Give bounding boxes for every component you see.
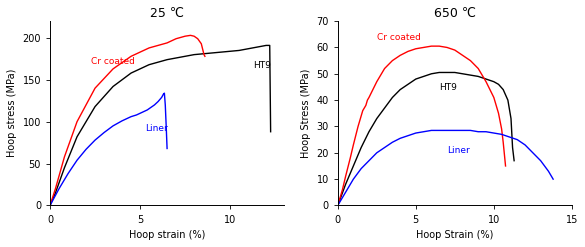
X-axis label: Hoop strain (%): Hoop strain (%) — [129, 230, 205, 240]
Title: 650 ℃: 650 ℃ — [434, 7, 476, 20]
Text: Liner: Liner — [146, 124, 168, 133]
Title: 25 ℃: 25 ℃ — [150, 7, 184, 20]
Y-axis label: Hoop stress (MPa): Hoop stress (MPa) — [7, 69, 17, 158]
Text: Cr coated: Cr coated — [91, 57, 135, 66]
X-axis label: Hoop Strain (%): Hoop Strain (%) — [416, 230, 494, 240]
Text: HT9: HT9 — [253, 61, 271, 70]
Y-axis label: Hoop Stress (MPa): Hoop Stress (MPa) — [301, 69, 311, 158]
Text: HT9: HT9 — [439, 83, 457, 92]
Text: Cr coated: Cr coated — [377, 33, 421, 42]
Text: Liner: Liner — [447, 146, 470, 155]
